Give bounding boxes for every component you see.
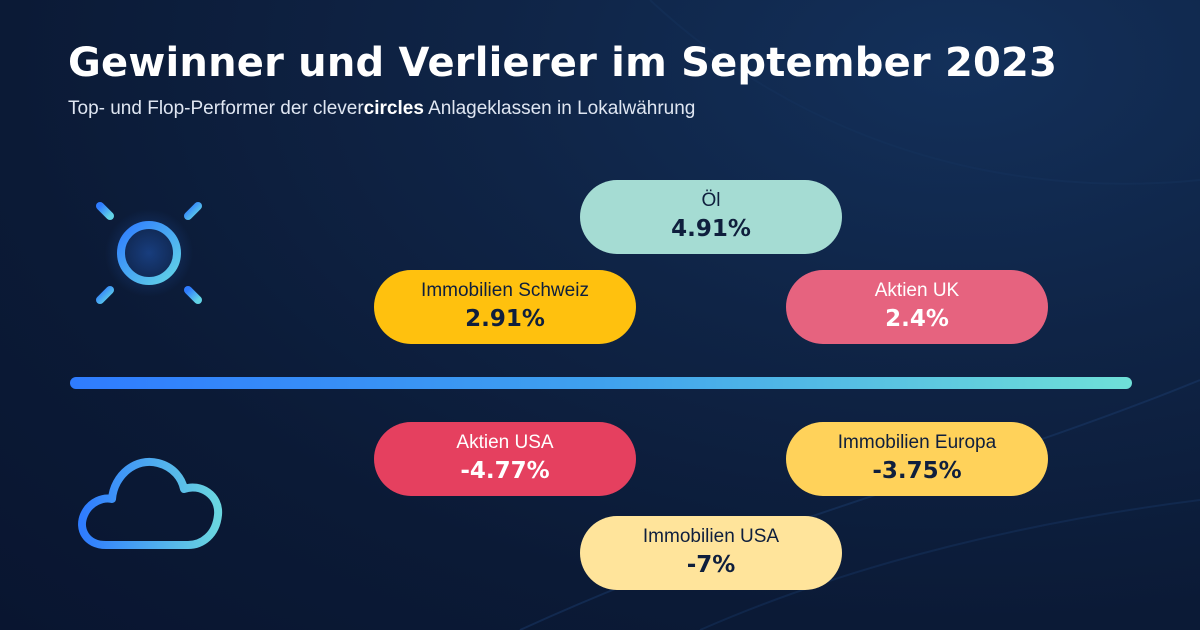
- winner-pill-aktien-uk: Aktien UK 2.4%: [786, 270, 1048, 344]
- pill-label: Aktien UK: [874, 280, 960, 301]
- subtitle-text-after: Anlageklassen in Lokalwährung: [423, 98, 696, 119]
- pill-label: Aktien USA: [456, 432, 554, 453]
- pill-label: Öl: [701, 190, 721, 211]
- loser-pill-immobilien-europa: Immobilien Europa -3.75%: [786, 422, 1048, 496]
- pill-value: 4.91%: [671, 216, 751, 242]
- cloud-icon: [78, 457, 223, 549]
- pill-value: 2.91%: [465, 306, 545, 332]
- page-title: Gewinner und Verlierer im September 2023: [68, 40, 1058, 86]
- subtitle-text-before: Top- und Flop-Performer der clever: [68, 98, 364, 119]
- subtitle-brand: circles: [363, 98, 424, 119]
- pill-value: -3.75%: [872, 458, 962, 484]
- pill-label: Immobilien Schweiz: [421, 280, 589, 301]
- winner-pill-immobilien-schweiz: Immobilien Schweiz 2.91%: [374, 270, 636, 344]
- pill-value: 2.4%: [885, 306, 949, 332]
- divider-line: [70, 377, 1132, 389]
- winner-pill-oel: Öl 4.91%: [580, 180, 842, 254]
- pill-value: -4.77%: [460, 458, 550, 484]
- pill-value: -7%: [686, 552, 736, 578]
- pill-label: Immobilien USA: [642, 526, 780, 547]
- loser-pill-immobilien-usa: Immobilien USA -7%: [580, 516, 842, 590]
- sun-icon: [78, 184, 220, 322]
- pill-label: Immobilien Europa: [837, 432, 997, 453]
- loser-pill-aktien-usa: Aktien USA -4.77%: [374, 422, 636, 496]
- page-subtitle: Top- und Flop-Performer der clevercircle…: [68, 98, 695, 120]
